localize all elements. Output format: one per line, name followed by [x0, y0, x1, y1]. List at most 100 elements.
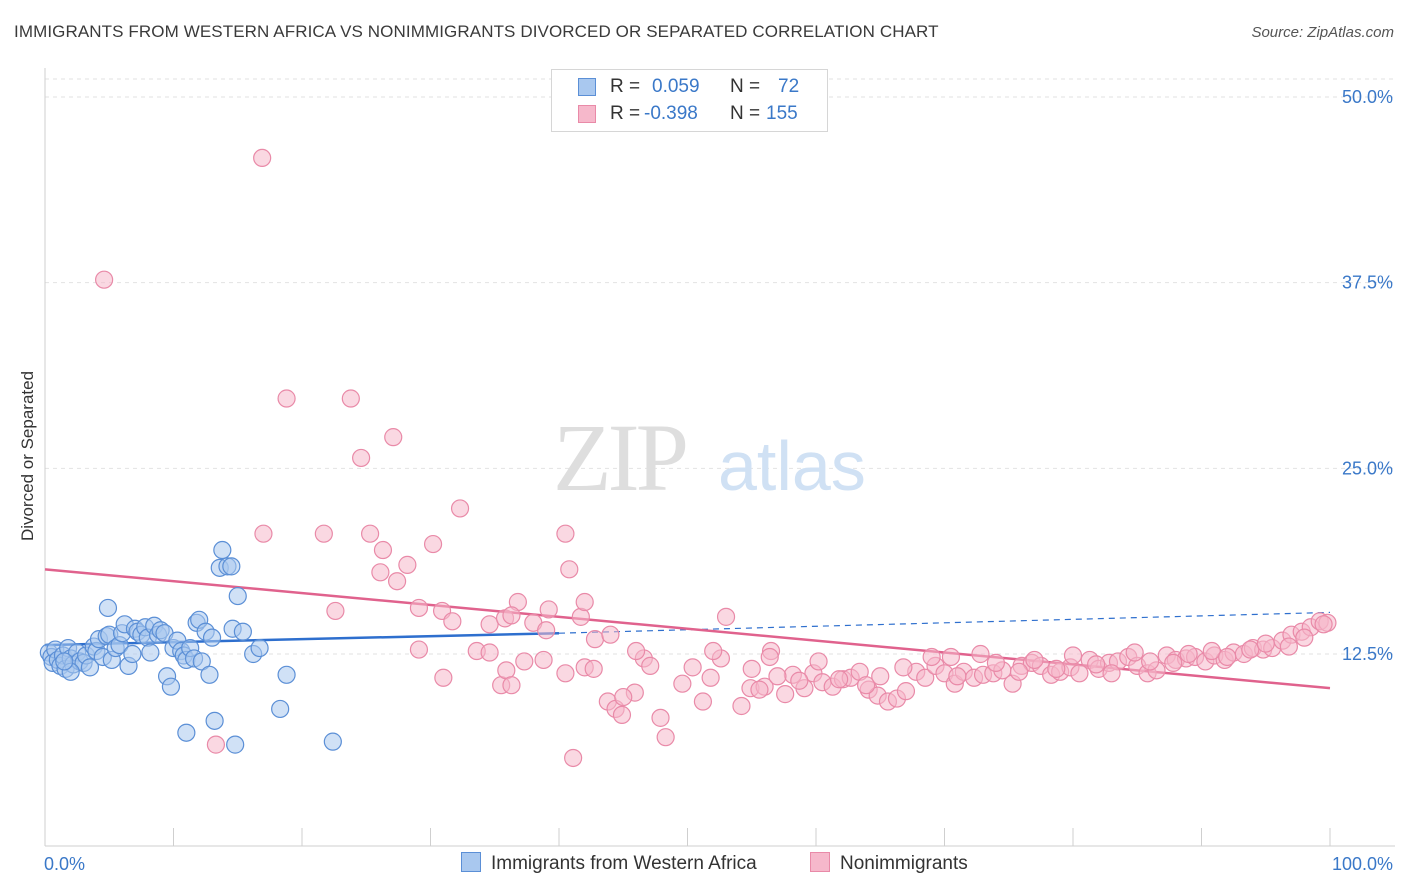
point-western-africa: [250, 638, 269, 658]
point-nonimmigrants: [742, 659, 761, 678]
point-nonimmigrants: [254, 524, 273, 543]
point-nonimmigrants: [398, 555, 417, 574]
points-western-africa: [39, 540, 342, 754]
point-nonimmigrants: [776, 685, 795, 704]
legend-r-value: -0.398: [644, 103, 698, 124]
point-western-africa: [80, 658, 100, 677]
point-western-africa: [141, 643, 160, 662]
point-nonimmigrants: [1140, 652, 1160, 671]
point-nonimmigrants: [480, 643, 499, 662]
point-nonimmigrants: [1295, 628, 1314, 647]
point-nonimmigrants: [1164, 653, 1183, 673]
point-nonimmigrants: [971, 644, 990, 664]
point-nonimmigrants: [760, 647, 779, 667]
point-nonimmigrants: [1179, 644, 1198, 664]
point-western-africa: [222, 557, 241, 576]
point-nonimmigrants: [564, 748, 583, 768]
point-nonimmigrants: [1241, 640, 1260, 659]
point-nonimmigrants: [409, 640, 429, 659]
chart-title: IMMIGRANTS FROM WESTERN AFRICA VS NONIMM…: [14, 22, 939, 41]
point-nonimmigrants: [986, 653, 1006, 673]
point-western-africa: [123, 644, 142, 664]
y-axis-label: Divorced or Separated: [18, 371, 37, 541]
point-nonimmigrants: [732, 696, 751, 716]
point-nonimmigrants: [1314, 615, 1333, 634]
point-nonimmigrants: [502, 606, 521, 625]
point-nonimmigrants: [1087, 655, 1106, 674]
legend-n-label: N =: [730, 76, 761, 97]
point-nonimmigrants: [1218, 647, 1237, 667]
bottom-legend-swatch-pink: [810, 852, 830, 872]
bottom-legend-label: Immigrants from Western Africa: [491, 853, 757, 874]
point-western-africa: [192, 652, 211, 671]
point-western-africa: [213, 540, 232, 560]
watermark-atlas: atlas: [718, 427, 866, 505]
legend-swatch-blue: [578, 78, 596, 96]
point-nonimmigrants: [560, 560, 579, 579]
point-nonimmigrants: [673, 674, 692, 693]
points-nonimmigrants: [95, 148, 1337, 768]
point-nonimmigrants: [1063, 646, 1083, 665]
point-nonimmigrants: [384, 428, 403, 447]
point-nonimmigrants: [1279, 637, 1298, 656]
trend-line-western-africa-extension: [558, 611, 1331, 634]
legend-r-label: R =: [610, 76, 641, 97]
point-nonimmigrants: [371, 563, 390, 582]
point-nonimmigrants: [626, 641, 646, 661]
point-nonimmigrants: [916, 668, 935, 687]
point-nonimmigrants: [423, 534, 443, 554]
point-nonimmigrants: [352, 448, 371, 468]
point-western-africa: [161, 677, 181, 696]
point-nonimmigrants: [373, 540, 393, 560]
point-western-africa: [277, 665, 296, 684]
point-western-africa: [205, 711, 224, 730]
point-nonimmigrants: [556, 664, 575, 683]
legend-n-label: N =: [730, 103, 761, 124]
y-tick-label: 37.5%: [1342, 273, 1393, 293]
axes: [44, 68, 1395, 847]
point-nonimmigrants: [443, 612, 462, 631]
y-tick-label: 12.5%: [1342, 644, 1393, 664]
point-nonimmigrants: [1047, 659, 1066, 678]
legend-n-value: 72: [778, 76, 800, 97]
point-nonimmigrants: [941, 647, 961, 667]
trend-line-western-africa: [44, 631, 560, 647]
point-nonimmigrants: [341, 389, 360, 408]
x-tick-label-max: 100.0%: [1332, 854, 1393, 874]
point-nonimmigrants: [704, 641, 723, 661]
point-nonimmigrants: [361, 524, 380, 543]
point-nonimmigrants: [1125, 643, 1144, 662]
legend-row-nonimmigrants: R = -0.398 N = 155: [552, 101, 827, 127]
point-nonimmigrants: [253, 148, 272, 167]
point-nonimmigrants: [701, 668, 720, 687]
point-western-africa: [177, 723, 196, 742]
point-nonimmigrants: [948, 667, 967, 686]
watermark: ZIP atlas: [553, 404, 866, 511]
legend-swatch-pink: [578, 105, 596, 123]
point-nonimmigrants: [1202, 641, 1221, 661]
point-nonimmigrants: [894, 658, 913, 677]
source-label: Source: ZipAtlas.com: [1251, 24, 1394, 41]
point-nonimmigrants: [326, 601, 345, 621]
bottom-legend-label: Nonimmigrants: [840, 853, 968, 874]
point-nonimmigrants: [387, 572, 407, 591]
point-western-africa: [226, 735, 245, 754]
point-western-africa: [202, 628, 222, 647]
point-nonimmigrants: [656, 728, 675, 747]
y-tick-labels: 12.5% 25.0% 37.5% 50.0%: [1342, 87, 1393, 664]
point-nonimmigrants: [502, 676, 521, 695]
point-nonimmigrants: [750, 680, 769, 699]
point-nonimmigrants: [1102, 664, 1121, 683]
point-nonimmigrants: [571, 607, 590, 626]
point-nonimmigrants: [683, 658, 702, 677]
point-western-africa: [98, 598, 118, 618]
point-nonimmigrants: [450, 499, 470, 518]
legend-r-value: 0.059: [652, 76, 700, 97]
point-western-africa: [271, 699, 290, 719]
point-nonimmigrants: [434, 668, 453, 687]
point-nonimmigrants: [641, 656, 660, 675]
point-nonimmigrants: [584, 659, 603, 678]
legend-n-value: 155: [766, 103, 798, 124]
point-nonimmigrants: [651, 708, 670, 727]
y-tick-label: 25.0%: [1342, 458, 1393, 478]
